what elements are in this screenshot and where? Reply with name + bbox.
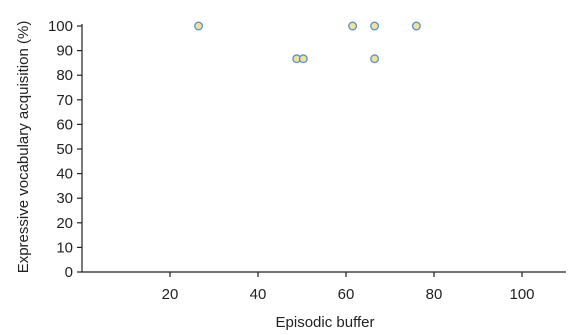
x-tick-label: 100 <box>509 286 534 303</box>
y-tick-label: 80 <box>56 67 73 84</box>
x-tick-label: 40 <box>250 286 267 303</box>
y-tick-label: 90 <box>56 43 73 60</box>
y-tick-label: 0 <box>65 264 73 281</box>
x-axis-title: Episodic buffer <box>276 314 375 331</box>
y-tick-label: 100 <box>48 18 73 35</box>
y-axis: 0 10 20 30 40 50 60 70 80 90 100 <box>48 18 83 281</box>
data-point <box>411 21 421 31</box>
x-tick-label: 80 <box>426 286 443 303</box>
y-axis-title: Expressive vocabulary acquisition (%) <box>15 21 32 274</box>
data-point <box>370 21 380 31</box>
y-tick-label: 70 <box>56 92 73 109</box>
y-tick-label: 30 <box>56 190 73 207</box>
y-tick-label: 20 <box>56 215 73 232</box>
data-point <box>298 54 308 64</box>
data-point <box>370 54 380 64</box>
x-axis: 20 40 60 80 100 <box>82 271 566 303</box>
x-tick-label: 20 <box>162 286 179 303</box>
y-tick-label: 40 <box>56 166 73 183</box>
x-tick-label: 60 <box>338 286 355 303</box>
data-point <box>194 21 204 31</box>
y-tick-label: 60 <box>56 116 73 133</box>
y-tick-label: 50 <box>56 141 73 158</box>
data-point <box>348 21 358 31</box>
data-points <box>194 21 421 64</box>
y-tick-label: 10 <box>56 239 73 256</box>
